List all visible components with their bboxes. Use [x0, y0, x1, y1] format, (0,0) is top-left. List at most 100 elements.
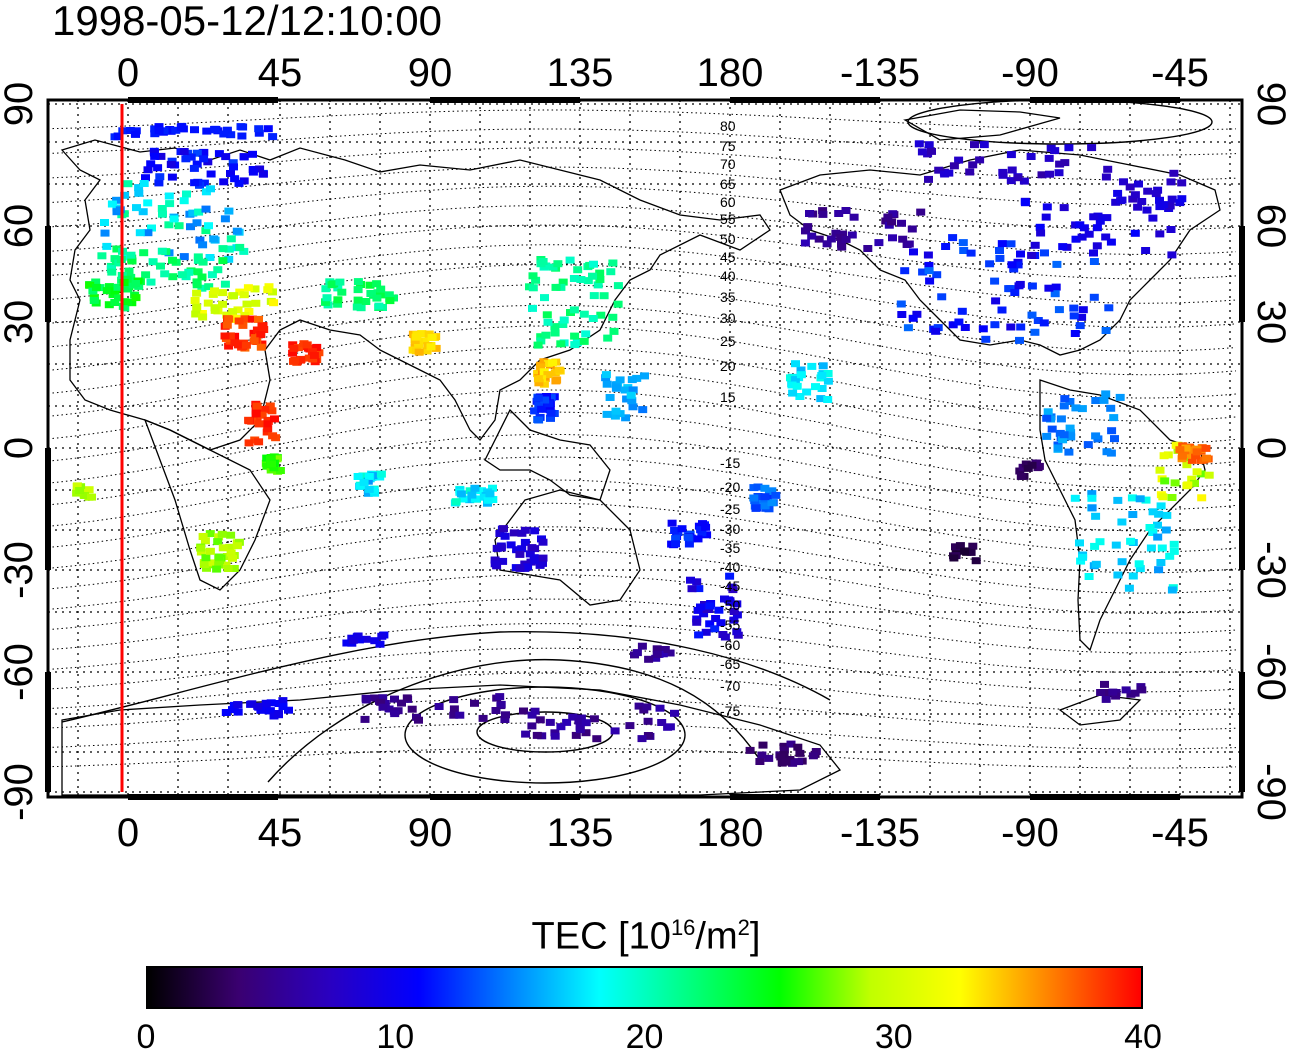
tec-pixel [1053, 444, 1063, 452]
tec-pixel [573, 266, 583, 274]
tec-pixel [342, 639, 352, 647]
tec-pixel [634, 702, 644, 710]
tec-pixel [611, 384, 621, 392]
tec-pixel [533, 394, 543, 402]
tec-pixel [458, 495, 468, 503]
contour-label: 55 [720, 211, 736, 227]
tec-pixel [932, 271, 942, 279]
tec-pixel [849, 213, 859, 221]
tec-pixel [228, 554, 237, 562]
tec-pixel [233, 708, 243, 716]
tec-pixel [960, 547, 970, 555]
tec-pixel [222, 321, 232, 329]
tec-pixel [1146, 544, 1156, 552]
tec-pixel [220, 215, 230, 223]
bottom-longitude-label: 135 [547, 811, 614, 855]
tec-pixel [1134, 180, 1143, 188]
tec-pixel [131, 280, 140, 287]
tec-pixel [1044, 284, 1054, 292]
contour-label: 30 [720, 310, 736, 326]
tec-pixel [1101, 173, 1111, 181]
tec-pixel [192, 149, 202, 157]
colorbar [146, 966, 1143, 1009]
tec-pixel [714, 606, 724, 614]
tec-pixel [535, 716, 545, 724]
tec-pixel [530, 707, 540, 715]
tec-pixel [908, 314, 918, 322]
tec-pixel [515, 564, 525, 572]
tec-pixel [923, 251, 933, 259]
right-latitude-label: -90 [1249, 763, 1292, 821]
tec-pixel [1117, 518, 1127, 526]
tec-pixel [1101, 233, 1111, 241]
tec-pixel [1006, 177, 1016, 185]
tec-pixel [823, 370, 833, 377]
tec-pixel [1016, 250, 1025, 258]
tec-pixel [302, 341, 312, 349]
tec-pixel [372, 294, 382, 302]
bottom-longitude-label: 45 [258, 811, 303, 855]
tec-pixel [265, 707, 275, 715]
tec-pixel [551, 283, 561, 291]
tec-pixel [141, 174, 150, 182]
tec-pixel [110, 299, 120, 306]
tec-pixel [165, 126, 175, 133]
tec-pixel [795, 393, 805, 400]
tec-pixel [156, 152, 166, 160]
tec-pixel [222, 126, 232, 134]
tec-pixel [990, 277, 1000, 285]
tec-pixel [164, 192, 174, 200]
tec-pixel [213, 538, 223, 546]
tec-pixel [337, 288, 347, 296]
tec-pixel [208, 559, 218, 567]
tec-pixel [201, 554, 211, 562]
tec-pixel [900, 267, 910, 275]
tec-pixel [308, 355, 318, 363]
tec-pixel [164, 221, 174, 229]
tec-pixel [621, 414, 631, 422]
tec-pixel [244, 439, 254, 447]
tec-pixel [370, 694, 380, 702]
tec-pixel [322, 294, 332, 302]
tec-pixel [683, 533, 693, 541]
tec-pixel [1177, 179, 1187, 187]
tec-pixel [230, 175, 240, 183]
tec-pixel [252, 326, 262, 334]
tec-pixel [154, 127, 164, 135]
tec-pixel [596, 311, 606, 319]
tec-pixel [240, 315, 250, 323]
tec-pixel [1060, 395, 1070, 403]
tec-pixel [1039, 319, 1049, 327]
tec-pixel [610, 727, 620, 735]
tec-pixel [998, 171, 1008, 179]
tec-pixel [275, 467, 285, 474]
tec-pixel [883, 213, 893, 221]
tec-pixel [498, 557, 508, 565]
colorbar-title: TEC [1016/m2] [0, 906, 1292, 959]
tec-pixel [1161, 526, 1171, 534]
tec-pixel [1124, 584, 1134, 592]
tec-pixel [760, 502, 770, 510]
tec-pixel [576, 276, 586, 283]
tec-pixel [1127, 494, 1137, 502]
tec-pixel [218, 289, 227, 297]
contour-line [48, 433, 1237, 511]
tec-pixel [174, 222, 184, 230]
tec-pixel [1197, 494, 1207, 502]
left-latitude-label: 90 [0, 82, 41, 127]
tec-pixel [384, 705, 394, 713]
contour-label: -60 [720, 637, 740, 653]
colorbar-label-main: TEC [10 [531, 915, 671, 958]
tec-pixel [924, 261, 934, 269]
tec-pixel [677, 525, 687, 533]
tec-pixel [570, 341, 580, 349]
tec-pixel [1070, 330, 1080, 337]
tec-pixel [159, 127, 169, 135]
tec-pixel [1027, 251, 1037, 259]
tec-pixel [574, 717, 584, 725]
tec-pixel [220, 332, 230, 340]
tec-pixel [628, 403, 638, 411]
tec-pixel [335, 278, 345, 286]
tec-pixel [143, 199, 153, 207]
tec-pixel [1075, 221, 1085, 229]
